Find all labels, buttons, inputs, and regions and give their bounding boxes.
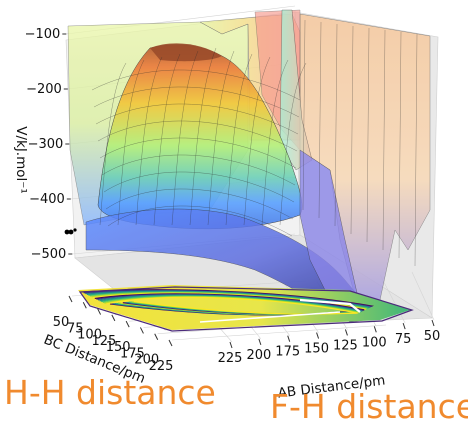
x-tick-mark — [344, 329, 348, 336]
x-tick-label: 175 — [275, 345, 300, 360]
y-tick-label: 175 — [120, 346, 145, 361]
x-axis: 225 200 175 150 125 100 75 50 — [218, 319, 441, 366]
contour-projection — [78, 285, 414, 332]
y-tick-label: 50 — [53, 315, 70, 330]
x-tick-label: 125 — [333, 338, 358, 353]
y-tick-mark — [111, 314, 116, 322]
y-tick-mark — [139, 327, 144, 334]
y-tick-mark — [168, 339, 173, 347]
y-tick-mark — [97, 308, 102, 315]
x-tick-mark — [258, 338, 262, 346]
marker-points — [64, 228, 77, 235]
z-tick-label: −400 — [29, 192, 65, 207]
y-tick-label: 200 — [134, 353, 159, 368]
y-tick-label: 150 — [106, 340, 131, 355]
z-tick-label: −300 — [28, 137, 64, 152]
y-tick-label: 225 — [149, 359, 174, 374]
x-tick-mark — [402, 322, 406, 330]
y-tick-mark — [125, 320, 130, 328]
x-tick-label: 100 — [362, 335, 387, 350]
x-tick-mark — [316, 332, 320, 339]
y-tick-label: 125 — [91, 334, 116, 349]
x-tick-label: 150 — [304, 342, 329, 357]
x-tick-label: 75 — [395, 332, 412, 347]
fh-annotation: F-H distance — [270, 387, 468, 426]
x-tick-label: 50 — [424, 329, 441, 344]
z-axis-label: V/kJ.mol⁻¹ — [13, 126, 29, 194]
z-tick-label: −500 — [31, 247, 67, 262]
y-tick-mark — [154, 333, 159, 340]
x-tick-mark — [287, 335, 291, 342]
x-tick-mark — [229, 341, 233, 349]
z-tick-label: −200 — [26, 82, 62, 97]
y-tick-mark — [82, 302, 87, 309]
x-tick-label: 200 — [246, 348, 271, 363]
hh-annotation: H-H distance — [4, 373, 216, 412]
y-tick-label: 100 — [77, 328, 102, 343]
z-tick-label: −100 — [25, 27, 61, 42]
y-tick-mark — [68, 295, 73, 303]
x-tick-mark — [431, 319, 435, 327]
y-tick-label: 75 — [67, 321, 84, 336]
x-tick-label: 225 — [218, 351, 243, 366]
z-axis: −100 −200 −300 −400 −500 — [25, 27, 73, 262]
x-tick-mark — [373, 326, 377, 333]
